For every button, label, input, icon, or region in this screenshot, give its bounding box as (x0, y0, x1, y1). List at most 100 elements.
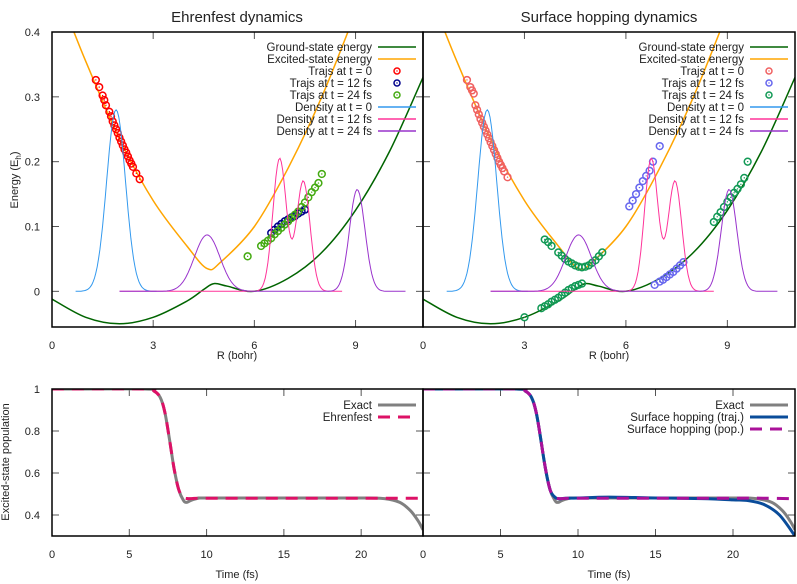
data-point-center (98, 86, 100, 88)
legend-marker (765, 79, 773, 87)
data-point-center (733, 192, 735, 194)
data-point-center (280, 227, 283, 229)
y-tick-label: 1 (34, 384, 40, 396)
xlabel-r-left: R (bohr) (217, 350, 257, 362)
legend-label: Trajs at t = 24 fs (290, 90, 373, 102)
data-point (474, 110, 483, 119)
xlabel-r-right: R (bohr) (589, 350, 629, 362)
data-point-center (523, 316, 526, 318)
legend-label: Exact (715, 400, 745, 412)
data-point-center (317, 182, 320, 184)
data-point-center (473, 92, 475, 95)
data-point (105, 107, 114, 116)
data-point-center (598, 255, 600, 258)
data-point (123, 152, 133, 161)
x-tick-label: 0 (49, 340, 55, 352)
data-point-center (290, 217, 293, 219)
data-point-center (294, 214, 296, 216)
data-point-center (474, 104, 477, 106)
series-density-at-t-24-fs (119, 188, 406, 292)
ylabel-energy: Energy (Eh) (9, 151, 23, 208)
plot-area (423, 32, 795, 325)
legend-label: Trajs at t = 0 (680, 66, 744, 78)
legend-marker (393, 79, 401, 87)
data-point (243, 252, 252, 261)
data-point-center (679, 264, 681, 267)
series-surface-hopping-pop- (423, 389, 795, 501)
data-point (631, 189, 641, 199)
data-point-center (653, 284, 656, 286)
x-tick-label: 3 (521, 340, 527, 352)
data-point (314, 178, 323, 188)
y-tick-label: 0.6 (25, 468, 40, 480)
legend-marker-center (396, 70, 398, 72)
data-point-center (730, 196, 732, 199)
data-point-center (736, 188, 739, 190)
data-point-center (476, 109, 478, 111)
ylabel-population: Excited-state population (0, 403, 12, 520)
x-tick-label: 5 (126, 549, 132, 561)
data-point-center (581, 282, 583, 285)
data-point-center (138, 178, 141, 180)
x-tick-label: 0 (49, 549, 55, 561)
axes-frame (422, 31, 796, 328)
x-tick-label: 0 (420, 549, 426, 561)
data-point (655, 141, 664, 151)
legend-label: Exact (343, 400, 373, 412)
data-point-center (638, 186, 641, 189)
data-point-center (466, 79, 468, 81)
x-tick-label: 0 (420, 340, 426, 352)
data-point (547, 241, 556, 251)
y-tick-label: 0.2 (25, 157, 40, 169)
panel-ehrenfest-energy: 0 3 6 9 0 0.1 0.2 0.3 0.4 Ground-state energyExci… (25, 27, 424, 352)
data-point (488, 141, 497, 151)
data-point-center (560, 254, 563, 257)
data-point-center (645, 175, 647, 177)
data-point-center (304, 201, 306, 204)
data-point-center (135, 172, 138, 175)
x-tick-label: 15 (278, 549, 290, 561)
xlabel-time-left: Time (fs) (216, 569, 259, 581)
series-ground-state-energy (423, 77, 795, 325)
series-density-at-t-0 (75, 108, 157, 292)
series-density-at-t-0 (446, 108, 528, 292)
data-point (471, 101, 480, 110)
legend-label: Ehrenfest (323, 412, 373, 424)
x-tick-label: 3 (150, 340, 156, 352)
series-trajs-at-t-0 (462, 75, 512, 182)
data-point-center (117, 132, 119, 134)
data-point-center (105, 104, 107, 106)
data-point (472, 105, 482, 114)
plot-area (52, 389, 423, 531)
legend-marker-center (396, 94, 398, 96)
legend-label: Trajs at t = 24 fs (662, 90, 745, 102)
data-point (740, 173, 749, 183)
data-point-center (594, 259, 597, 261)
legend-label: Density at t = 12 fs (648, 114, 744, 126)
data-point-center (642, 180, 644, 182)
data-point (493, 153, 502, 162)
data-point-center (713, 221, 715, 223)
data-point-center (601, 251, 603, 254)
data-point (491, 149, 500, 159)
legend-label: Density at t = 0 (295, 102, 372, 114)
data-point-center (506, 176, 509, 178)
data-point (628, 196, 637, 205)
xlabel-time-right: Time (fs) (588, 569, 631, 581)
data-point-center (478, 113, 480, 116)
data-point (101, 101, 111, 110)
data-point (469, 89, 478, 98)
data-point (462, 75, 472, 85)
data-point-center (550, 245, 553, 247)
data-point-center (321, 173, 323, 175)
data-point (110, 121, 119, 130)
data-point (100, 95, 109, 105)
data-point-center (95, 79, 97, 81)
series-density-at-t-24-fs (490, 188, 778, 292)
x-tick-label: 15 (649, 549, 661, 561)
legend-label: Ground-state energy (267, 42, 373, 54)
data-point-center (675, 267, 678, 270)
x-tick-label: 9 (352, 340, 358, 352)
title-surface-hopping: Surface hopping dynamics (521, 9, 698, 26)
